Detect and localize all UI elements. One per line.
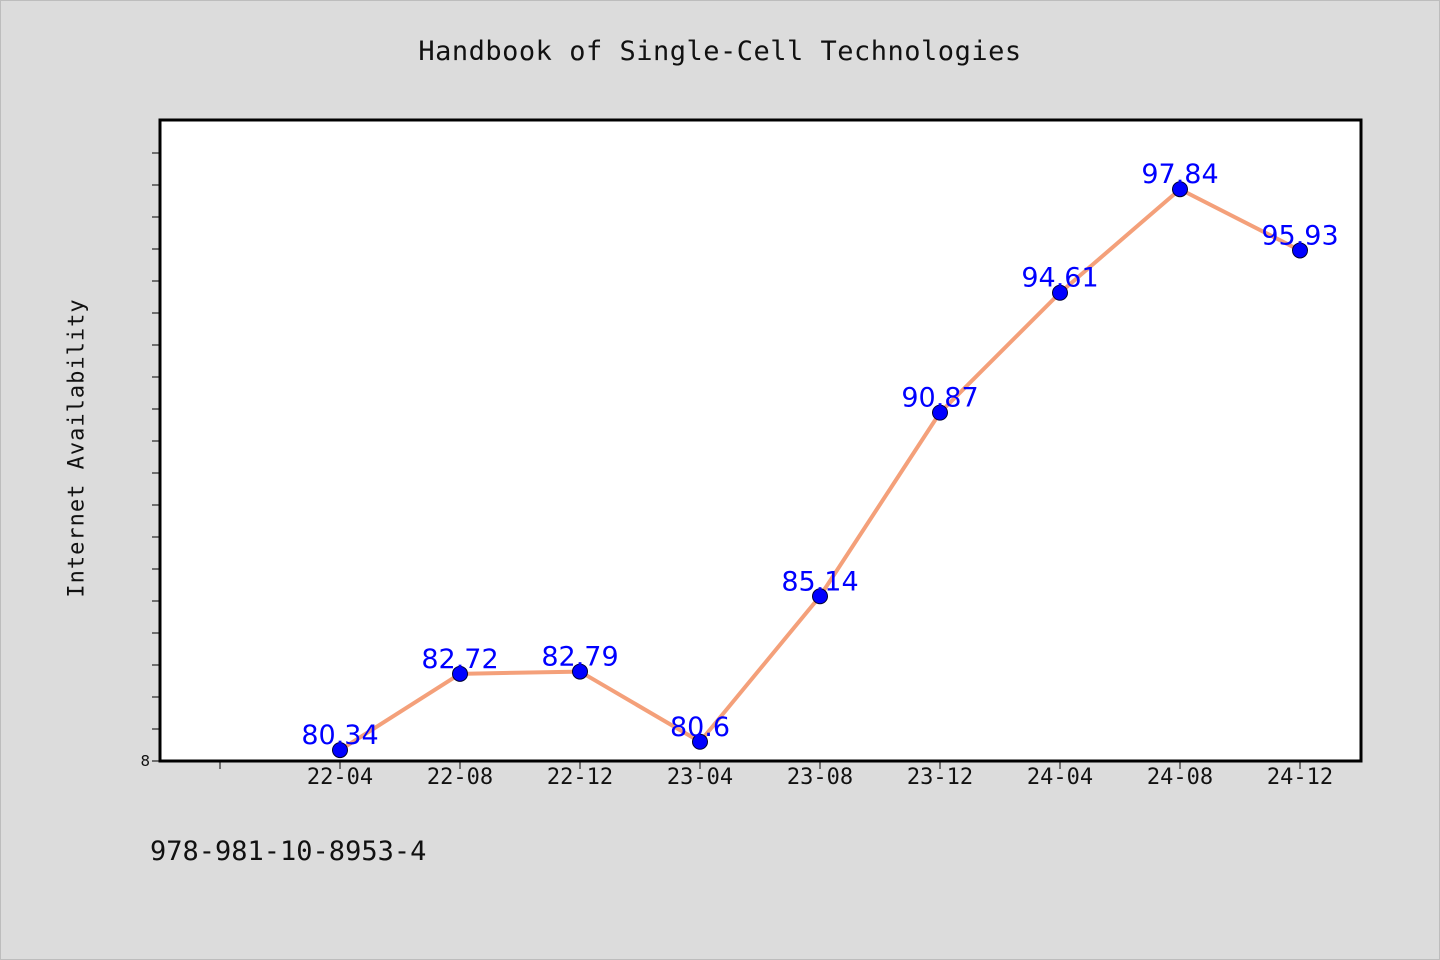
data-point — [332, 742, 348, 759]
x-tick-label: 23-04 — [667, 765, 733, 790]
isbn-text: 978-981-10-8953-4 — [150, 836, 427, 867]
chart-title: Handbook of Single-Cell Technologies — [418, 36, 1022, 67]
data-labels-group: 80.34 82.72 82.79 80.6 85.14 90.87 94.61 97.84 9… — [301, 159, 1338, 751]
x-tick-label: 22-04 — [307, 765, 373, 790]
data-label: 97.84 — [1141, 159, 1218, 190]
data-point — [812, 588, 828, 605]
data-point — [1172, 181, 1188, 198]
data-label: 94.61 — [1021, 263, 1098, 294]
data-label: 90.87 — [901, 383, 978, 414]
x-tick-label: 24-08 — [1147, 765, 1213, 790]
data-point — [692, 733, 708, 750]
x-tick-label: 22-08 — [427, 765, 493, 790]
data-label: 85.14 — [781, 566, 858, 597]
data-label: 82.79 — [541, 642, 618, 673]
data-label: 80.6 — [670, 712, 730, 743]
x-tick-label: 24-04 — [1027, 765, 1093, 790]
data-label: 95.93 — [1261, 220, 1338, 251]
data-point — [452, 665, 468, 682]
data-point — [1052, 284, 1068, 301]
data-label: 82.72 — [421, 644, 498, 675]
y-axis-ticks: 8 — [140, 152, 160, 770]
x-tick-label: 23-12 — [907, 765, 973, 790]
plot-area — [158, 118, 1363, 763]
x-tick-label: 22-12 — [547, 765, 613, 790]
data-label: 80.34 — [301, 720, 378, 751]
x-tick-label: 23-08 — [787, 765, 853, 790]
y-tick-label: 8 — [140, 752, 150, 770]
x-axis-ticks: 22-04 22-08 22-12 23-04 23-08 23-12 24-04 24-08… — [219, 761, 1333, 790]
data-point — [932, 404, 948, 421]
x-tick-label: 24-12 — [1267, 765, 1333, 790]
markers-group — [332, 181, 1308, 759]
data-point — [1292, 242, 1308, 259]
data-point — [572, 663, 588, 680]
